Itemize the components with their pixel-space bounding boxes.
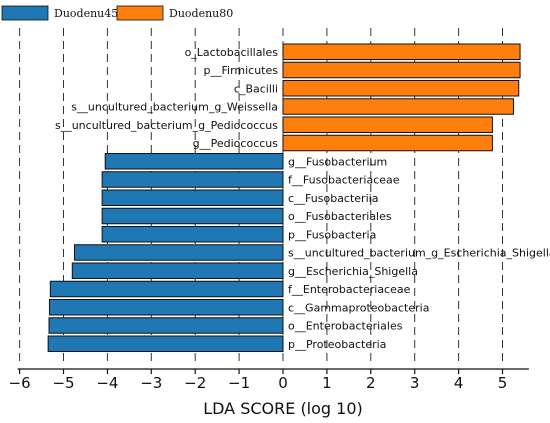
bar bbox=[282, 134, 493, 152]
bar bbox=[101, 226, 284, 243]
bar-label: g__Escherichia_Shigella bbox=[288, 265, 418, 278]
x-tick-label: −1 bbox=[228, 374, 250, 392]
bar-label: g__Pediococcus bbox=[193, 137, 279, 150]
bar-label: p__Firmicutes bbox=[204, 64, 279, 77]
x-tick-label: 1 bbox=[322, 374, 332, 392]
bar-label: o__Enterobacteriales bbox=[288, 320, 403, 333]
bar bbox=[282, 116, 493, 133]
bar bbox=[73, 244, 284, 261]
bar-label: f__Fusobacteriaceae bbox=[288, 174, 400, 187]
x-tick-label: −4 bbox=[96, 374, 118, 392]
bar bbox=[71, 262, 284, 279]
bar-label: o__Fusobacteriales bbox=[288, 210, 392, 223]
bar-labels: o_Lactobacillales p__Firmicutes c_Bacillis… bbox=[55, 46, 550, 351]
bar-label: p__Fusobacteria bbox=[288, 228, 376, 241]
bar bbox=[282, 98, 514, 115]
bar-label: s__uncultured_bacterium_g_Escherichia_Sh… bbox=[288, 247, 550, 260]
bars bbox=[47, 43, 521, 352]
bar-label: g__Fusobacterium bbox=[288, 155, 387, 168]
legend-label-duodenu80: Duodenu80 bbox=[169, 7, 233, 20]
bar-label: o_Lactobacillales bbox=[185, 46, 279, 59]
x-tick-label: 0 bbox=[278, 374, 288, 392]
bar bbox=[282, 43, 521, 60]
bar-label: p__Proteobacteria bbox=[288, 338, 386, 351]
bar bbox=[101, 189, 284, 206]
legend-label-duodenu45: Duodenu45 bbox=[54, 7, 118, 20]
x-tick-label: −6 bbox=[9, 374, 31, 392]
x-tick-label: 3 bbox=[410, 374, 420, 392]
bar-label: c_Bacilli bbox=[234, 82, 278, 95]
bar-label: c__Fusobacteriia bbox=[288, 192, 378, 205]
x-tick-label: 4 bbox=[454, 374, 464, 392]
x-tick-label: −5 bbox=[52, 374, 74, 392]
x-tick-label: −2 bbox=[184, 374, 206, 392]
legend-swatch-duodenu45 bbox=[1, 5, 49, 21]
bar bbox=[47, 335, 284, 352]
bar bbox=[101, 207, 284, 225]
x-tick-label: 5 bbox=[498, 374, 508, 392]
x-tick-label: −3 bbox=[140, 374, 162, 392]
bar-label: f__Enterobacteriaceae bbox=[288, 283, 411, 296]
bar bbox=[104, 153, 284, 170]
bar bbox=[282, 61, 521, 79]
bar bbox=[101, 171, 284, 188]
bar bbox=[48, 299, 284, 316]
bar-label: s__uncultured_bacterium_g_Pediococcus bbox=[55, 119, 278, 132]
bar bbox=[48, 317, 284, 334]
x-axis-label: LDA SCORE (log 10) bbox=[203, 399, 363, 418]
bar bbox=[282, 80, 520, 97]
x-tick-label: 2 bbox=[366, 374, 376, 392]
bar bbox=[49, 280, 284, 298]
bar-label: s__uncultured_bacterium_g_Weissella bbox=[71, 101, 278, 114]
legend: Duodenu45 Duodenu80 bbox=[1, 5, 233, 21]
legend-swatch-duodenu80 bbox=[116, 5, 164, 21]
x-axis: −6 −5 −4 −3 −2 −1 0 1 2 3 4 5 bbox=[9, 368, 529, 392]
bar-label: c__Gammaproteobacteria bbox=[288, 301, 429, 314]
